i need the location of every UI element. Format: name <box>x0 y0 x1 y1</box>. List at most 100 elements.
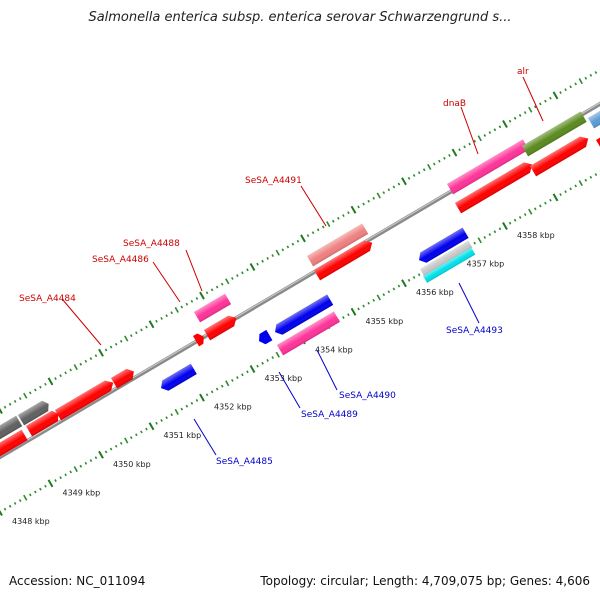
cds-feature[interactable] <box>111 366 137 389</box>
minor-tick <box>584 76 588 80</box>
minor-tick <box>94 456 98 460</box>
minor-tick <box>342 214 345 217</box>
cds-feature[interactable] <box>158 363 197 394</box>
cds-feature[interactable] <box>522 111 587 157</box>
minor-tick <box>513 116 517 120</box>
minor-tick <box>275 249 280 256</box>
minor-tick <box>362 304 365 308</box>
minor-tick <box>210 390 214 394</box>
minor-tick <box>397 182 401 186</box>
minor-tick <box>220 384 224 388</box>
major-tick <box>47 377 54 386</box>
gene-label[interactable]: SeSA_A4486 <box>92 255 149 265</box>
minor-tick <box>438 159 441 163</box>
reverse-features <box>158 227 476 394</box>
cds-feature[interactable] <box>530 134 591 177</box>
cds-feature[interactable] <box>447 139 529 195</box>
cds-feature[interactable] <box>416 227 469 266</box>
minor-tick <box>468 142 471 146</box>
minor-tick <box>589 175 593 179</box>
minor-tick <box>513 218 517 222</box>
minor-tick <box>508 221 512 225</box>
minor-tick <box>23 494 28 501</box>
gene-label[interactable]: SeSA_A4489 <box>301 410 358 420</box>
minor-tick <box>376 294 381 301</box>
minor-tick <box>89 459 93 462</box>
cds-feature[interactable] <box>26 409 61 437</box>
cds-feature[interactable] <box>18 399 52 426</box>
minor-tick <box>337 216 340 220</box>
major-tick <box>350 307 357 316</box>
minor-tick <box>493 230 497 234</box>
minor-tick <box>332 219 335 223</box>
cds-feature[interactable] <box>0 429 28 457</box>
cds-feature[interactable] <box>204 313 239 341</box>
minor-tick <box>124 437 129 444</box>
minor-tick <box>488 233 492 236</box>
minor-tick <box>165 416 168 420</box>
gene-label[interactable]: alr <box>517 67 529 77</box>
minor-tick <box>296 239 300 243</box>
minor-tick <box>119 339 123 343</box>
minor-tick <box>69 368 72 372</box>
major-tick <box>199 291 205 300</box>
accession-label: Accession: <box>9 574 73 588</box>
minor-tick <box>342 316 345 319</box>
minor-tick <box>59 476 62 480</box>
cds-feature[interactable] <box>277 311 340 356</box>
minor-tick <box>286 245 290 249</box>
minor-tick <box>185 302 189 306</box>
cds-feature[interactable] <box>194 293 232 323</box>
cds-feature[interactable] <box>0 415 23 441</box>
minor-tick <box>79 464 83 468</box>
minor-tick <box>422 168 426 172</box>
minor-tick <box>145 427 148 431</box>
minor-tick <box>231 379 234 382</box>
gene-label[interactable]: SeSA_A4485 <box>216 457 273 467</box>
gene-label[interactable]: SeSA_A4491 <box>245 176 302 186</box>
minor-tick <box>155 421 158 425</box>
minor-tick <box>326 221 331 228</box>
cds-feature[interactable] <box>420 240 473 276</box>
minor-tick <box>518 114 522 117</box>
gene-label[interactable]: SeSA_A4484 <box>19 294 76 304</box>
cds-feature[interactable] <box>55 378 116 421</box>
cds-feature[interactable] <box>193 331 207 347</box>
cds-feature[interactable] <box>455 159 535 214</box>
accession-info: Accession: NC_011094 <box>9 574 145 588</box>
cds-feature[interactable] <box>272 294 334 338</box>
minor-tick <box>69 470 72 474</box>
minor-tick <box>407 176 411 180</box>
major-tick <box>401 279 407 288</box>
gene-label[interactable]: SeSA_A4488 <box>123 239 180 249</box>
minor-tick <box>534 105 537 109</box>
gene-label[interactable]: dnaB <box>443 99 466 109</box>
tick-label: 4349 kbp <box>63 488 101 497</box>
minor-tick <box>205 291 209 295</box>
minor-tick <box>215 285 219 289</box>
minor-tick <box>498 227 502 231</box>
cds-feature[interactable] <box>314 238 375 281</box>
cds-feature[interactable] <box>256 329 273 346</box>
minor-tick <box>473 139 476 143</box>
minor-tick <box>367 301 370 305</box>
minor-tick <box>246 370 249 374</box>
minor-tick <box>220 282 224 286</box>
minor-tick <box>170 413 173 417</box>
minor-tick <box>528 208 533 215</box>
cds-feature[interactable] <box>307 223 369 267</box>
minor-tick <box>54 479 57 482</box>
tick-label: 4348 kbp <box>12 517 50 526</box>
minor-tick <box>412 276 416 279</box>
minor-tick <box>291 242 295 246</box>
minor-tick <box>266 359 269 362</box>
major-tick <box>47 479 54 488</box>
minor-tick <box>417 171 421 175</box>
cds-feature[interactable] <box>596 132 600 151</box>
minor-tick <box>44 484 47 488</box>
gene-label[interactable]: SeSA_A4490 <box>339 391 396 401</box>
cds-feature[interactable] <box>423 247 476 283</box>
minor-tick <box>18 397 22 400</box>
gene-label[interactable]: SeSA_A4493 <box>446 326 503 336</box>
